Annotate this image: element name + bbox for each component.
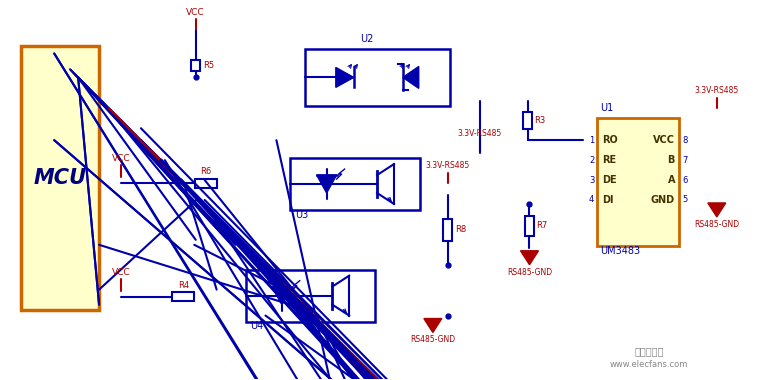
Text: RS485-GND: RS485-GND: [410, 336, 456, 344]
Bar: [245, 270, 375, 321]
Text: RO: RO: [602, 135, 618, 145]
Bar: [194, 179, 216, 187]
Bar: [172, 292, 194, 301]
Text: 3: 3: [589, 176, 594, 185]
Text: VCC: VCC: [111, 154, 130, 163]
Text: 7: 7: [682, 155, 688, 165]
Text: UM3483: UM3483: [601, 246, 641, 256]
Text: RE: RE: [602, 155, 616, 165]
Polygon shape: [317, 175, 336, 193]
Text: R5: R5: [203, 61, 214, 70]
Bar: [21, 46, 99, 310]
Text: VCC: VCC: [187, 8, 205, 17]
Text: R3: R3: [535, 116, 546, 125]
Text: DE: DE: [602, 175, 617, 185]
Text: 3.3V-RS485: 3.3V-RS485: [695, 86, 739, 95]
Bar: [191, 60, 200, 71]
Text: 8: 8: [682, 136, 688, 145]
Polygon shape: [424, 318, 442, 332]
Text: R8: R8: [455, 225, 466, 234]
Text: 4: 4: [589, 195, 594, 204]
Text: 3.3V-RS485: 3.3V-RS485: [426, 161, 470, 170]
Bar: [597, 118, 679, 246]
Text: U4: U4: [251, 321, 263, 331]
Text: R4: R4: [178, 281, 189, 290]
Text: U2: U2: [360, 33, 374, 44]
Text: MCU: MCU: [34, 168, 87, 188]
Text: RS485-GND: RS485-GND: [695, 220, 739, 229]
Text: DI: DI: [602, 195, 614, 205]
Text: GND: GND: [651, 195, 675, 205]
Text: 电子发烧友: 电子发烧友: [634, 347, 664, 356]
Polygon shape: [521, 251, 539, 265]
Text: R6: R6: [200, 167, 212, 176]
Bar: [523, 112, 532, 130]
Text: 6: 6: [682, 176, 688, 185]
Text: 1: 1: [589, 136, 594, 145]
Bar: [305, 49, 450, 106]
Polygon shape: [272, 287, 292, 305]
Text: 2: 2: [589, 155, 594, 165]
Bar: [525, 216, 534, 236]
Polygon shape: [403, 66, 419, 89]
Text: VCC: VCC: [653, 135, 675, 145]
Text: VCC: VCC: [111, 268, 130, 277]
Text: 5: 5: [682, 195, 688, 204]
Text: R7: R7: [536, 222, 548, 230]
Bar: [290, 158, 420, 210]
Text: B: B: [668, 155, 675, 165]
Text: A: A: [667, 175, 675, 185]
Bar: [443, 219, 452, 241]
Text: U1: U1: [601, 103, 614, 113]
Polygon shape: [708, 203, 726, 217]
Text: www.elecfans.com: www.elecfans.com: [610, 360, 688, 369]
Text: 3.3V-RS485: 3.3V-RS485: [458, 129, 502, 138]
Text: U3: U3: [296, 210, 309, 220]
Polygon shape: [336, 67, 354, 87]
Text: RS485-GND: RS485-GND: [507, 268, 552, 277]
